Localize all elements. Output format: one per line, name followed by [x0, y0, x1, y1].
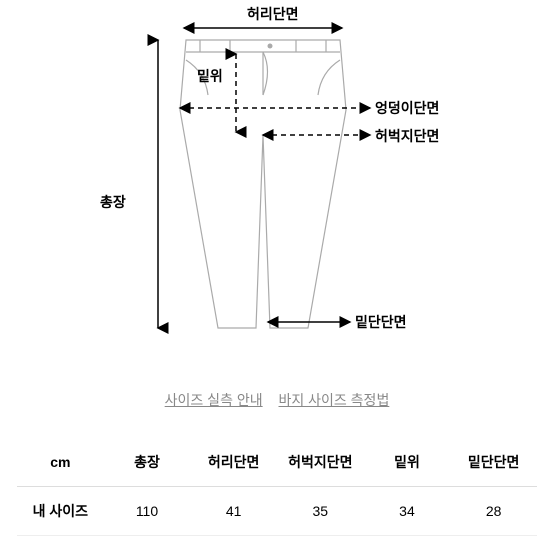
label-waist: 허리단면	[247, 4, 299, 24]
col-rise: 밑위	[364, 438, 451, 487]
size-table: cm 총장 허리단면 허벅지단면 밑위 밑단단면 내 사이즈 110 41 35…	[17, 438, 537, 536]
table-row: 내 사이즈 110 41 35 34 28	[17, 487, 537, 536]
label-hem: 밑단단면	[355, 312, 407, 332]
col-waist: 허리단면	[190, 438, 277, 487]
size-guide-link[interactable]: 사이즈 실측 안내	[165, 392, 263, 408]
cell-thigh: 35	[277, 487, 364, 536]
cell-length: 110	[104, 487, 191, 536]
label-length: 총장	[100, 192, 126, 212]
table-header-row: cm 총장 허리단면 허벅지단면 밑위 밑단단면	[17, 438, 537, 487]
col-length: 총장	[104, 438, 191, 487]
label-hip: 엉덩이단면	[375, 98, 439, 118]
row-label: 내 사이즈	[17, 487, 104, 536]
pants-diagram: 허리단면 밑위 엉덩이단면 허벅지단면 총장 밑단단면	[0, 0, 554, 370]
cell-rise: 34	[364, 487, 451, 536]
cell-waist: 41	[190, 487, 277, 536]
col-thigh: 허벅지단면	[277, 438, 364, 487]
label-rise: 밑위	[197, 66, 223, 86]
col-hem: 밑단단면	[450, 438, 537, 487]
links-row: 사이즈 실측 안내 바지 사이즈 측정법	[0, 390, 554, 410]
cell-hem: 28	[450, 487, 537, 536]
col-unit: cm	[17, 438, 104, 487]
measure-guide-link[interactable]: 바지 사이즈 측정법	[279, 392, 390, 408]
label-thigh: 허벅지단면	[375, 126, 439, 146]
diagram-svg	[0, 0, 554, 370]
